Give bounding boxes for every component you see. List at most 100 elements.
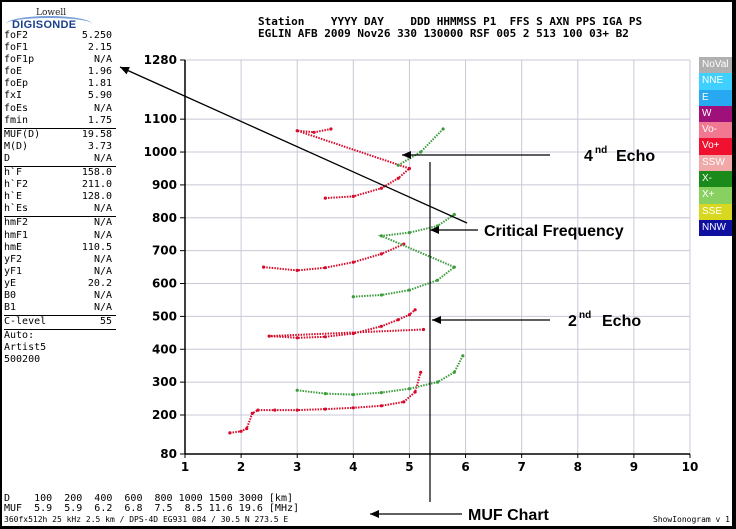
echo2-arrow-head: [432, 316, 441, 324]
parameter-row: M(D) 3.73: [4, 141, 120, 153]
logo-lowell: Lowell: [36, 8, 67, 18]
parameter-value: N/A: [93, 229, 112, 241]
data-point: [262, 265, 266, 269]
data-point: [407, 288, 411, 292]
parameter-name: M(D): [4, 140, 29, 152]
data-point: [407, 166, 411, 171]
parameter-name: h`Es: [4, 203, 29, 215]
parameter-row: D N/A: [4, 153, 120, 165]
data-point: [295, 129, 299, 133]
x-tick-label: 3: [293, 460, 301, 474]
parameter-row: yF1 N/A: [4, 266, 120, 278]
data-point: [239, 429, 243, 433]
data-point: [407, 313, 411, 317]
parameter-name: foF1: [4, 42, 29, 54]
data-point: [323, 335, 327, 339]
parameter-value: 158.0: [81, 167, 112, 179]
data-point: [295, 268, 299, 272]
parameter-value: N/A: [93, 54, 112, 66]
parameter-separator: [4, 127, 116, 129]
x-tick-label: 8: [574, 460, 582, 474]
parameter-row: Auto:: [4, 330, 120, 342]
data-point: [379, 186, 383, 190]
data-point: [441, 127, 445, 131]
parameter-name: Artist5: [4, 342, 47, 354]
y-tick-label: 1280: [144, 53, 177, 67]
digisonde-logo: Lowell DIGISONDE: [6, 8, 94, 38]
y-tick-label: 800: [152, 211, 177, 225]
trace-x-curve: [353, 213, 457, 298]
parameter-name: hmF1: [4, 229, 29, 241]
data-point: [323, 266, 327, 270]
logo-swoosh-icon: [6, 16, 92, 32]
data-point: [396, 163, 400, 167]
critical-frequency-arrow-short-head: [430, 226, 439, 234]
data-point: [250, 411, 254, 415]
parameter-value: N/A: [93, 289, 112, 301]
data-point: [295, 408, 299, 412]
parameter-row: h`Es N/A: [4, 203, 120, 215]
parameter-name: foF2: [4, 30, 29, 41]
data-point: [323, 392, 327, 396]
echo2-label: 2: [568, 313, 577, 330]
parameter-value: N/A: [93, 253, 112, 265]
parameter-name: hmF2: [4, 217, 29, 229]
data-point: [351, 331, 355, 336]
critical-frequency-label: Critical Frequency: [484, 223, 624, 240]
parameter-value: N/A: [93, 102, 112, 114]
parameter-name: MUF(D): [4, 128, 41, 140]
y-tick-label: 80: [160, 447, 177, 461]
muf-distance-row: D 100 200 400 600 800 1000 1500 3000 [km…: [4, 493, 293, 504]
data-point: [419, 150, 423, 154]
legend-item: W: [699, 105, 732, 123]
parameter-row: foEs N/A: [4, 103, 120, 115]
echo2-superscript: nd: [579, 310, 591, 321]
parameter-name: fmin: [4, 114, 29, 126]
parameter-value: 211.0: [81, 179, 112, 191]
data-point: [228, 431, 232, 435]
footer-version: ShowIonogram v 1: [652, 515, 730, 524]
parameter-value: N/A: [93, 302, 112, 314]
data-point: [435, 278, 440, 282]
legend-item: SSW: [699, 154, 732, 172]
parameter-value: N/A: [93, 217, 112, 229]
data-point: [452, 212, 456, 217]
parameter-panel: foF2 5.250 foF1 2.15 foF1p N/A foE 1.96 foEp 1.81…: [4, 30, 120, 367]
parameter-row: Artist5: [4, 342, 120, 354]
legend-item: NNW: [699, 219, 732, 237]
parameter-name: 500200: [4, 354, 41, 366]
parameter-value: 3.73: [87, 140, 112, 152]
echo4-arrow-head: [402, 151, 411, 159]
data-point: [421, 327, 426, 332]
parameter-row: B1 N/A: [4, 302, 120, 314]
echo4-superscript: nd: [595, 145, 607, 156]
data-point: [273, 408, 277, 412]
parameter-row: fmin 1.75: [4, 115, 120, 127]
parameter-name: foEp: [4, 78, 29, 90]
footer-info: 360fx512h 25 kHz 2.5 km / DPS-4D EG931 0…: [4, 515, 289, 524]
legend-item: X-: [699, 171, 732, 188]
data-point: [323, 196, 327, 200]
parameter-name: fxI: [4, 90, 23, 102]
data-point: [379, 234, 383, 238]
parameter-name: yE: [4, 277, 17, 289]
legend-item: E: [699, 89, 732, 106]
header-line1: Station YYYY DAY DDD HHMMSS P1 FFS S AXN…: [258, 15, 643, 28]
legend-item: X+: [699, 187, 732, 204]
parameter-value: 2.15: [87, 42, 112, 54]
parameter-row: 500200: [4, 354, 120, 366]
data-point: [329, 127, 333, 131]
polarization-legend: NoVal NNE E W Vo- Vo+ SSW X- X+ SSE NNW: [699, 57, 732, 237]
station-header: Station YYYY DAY DDD HHMMSS P1 FFS S AXN…: [258, 16, 642, 40]
header-line2: EGLIN AFB 2009 Nov26 330 130000 RSF 005 …: [258, 27, 629, 40]
legend-item: NoVal: [699, 57, 732, 74]
parameter-row: hmE 110.5: [4, 242, 120, 254]
legend-item: Vo+: [699, 138, 732, 155]
data-point: [379, 252, 383, 256]
parameter-row: B0 N/A: [4, 290, 120, 302]
y-tick-label: 500: [152, 309, 177, 323]
x-tick-label: 6: [461, 460, 469, 474]
y-tick-label: 1000: [144, 145, 177, 159]
parameter-row: yF2 N/A: [4, 254, 120, 266]
